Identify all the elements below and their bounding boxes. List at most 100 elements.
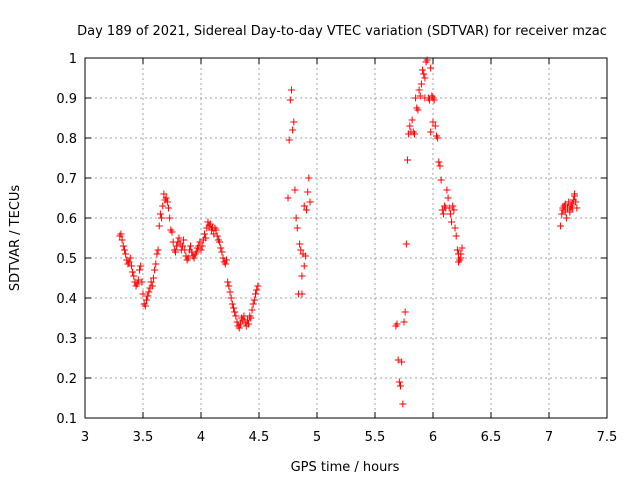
x-tick-label: 7.5 bbox=[597, 430, 618, 445]
data-point bbox=[395, 378, 403, 386]
data-point bbox=[187, 242, 195, 250]
data-point bbox=[298, 290, 306, 298]
data-point bbox=[231, 308, 239, 316]
x-axis-label: GPS time / hours bbox=[291, 460, 400, 475]
data-point bbox=[122, 250, 130, 258]
x-tick-labels: 3 3.5 4 4.5 5 5.5 6 6.5 7 7.5 bbox=[81, 430, 617, 445]
data-point bbox=[224, 278, 232, 286]
data-point bbox=[431, 122, 439, 130]
data-point bbox=[437, 176, 445, 184]
data-point bbox=[559, 204, 567, 212]
y-tick-label: 0.9 bbox=[56, 92, 77, 107]
data-point bbox=[301, 252, 309, 260]
data-point bbox=[434, 134, 442, 142]
x-tick-label: 7 bbox=[545, 430, 553, 445]
data-point bbox=[197, 246, 205, 254]
data-point bbox=[414, 106, 422, 114]
data-point bbox=[291, 186, 299, 194]
y-tick-label: 0.2 bbox=[56, 372, 77, 387]
data-point bbox=[306, 198, 314, 206]
data-point bbox=[419, 66, 427, 74]
data-point bbox=[148, 282, 156, 290]
data-point bbox=[452, 232, 460, 240]
axis-ticks bbox=[84, 57, 608, 419]
data-point bbox=[572, 198, 580, 206]
data-point bbox=[421, 94, 429, 102]
data-point bbox=[285, 136, 293, 144]
data-point bbox=[247, 314, 255, 322]
y-tick-label: 0.5 bbox=[56, 252, 77, 267]
data-point bbox=[455, 258, 463, 266]
data-point bbox=[250, 296, 258, 304]
data-point bbox=[151, 266, 159, 274]
data-point bbox=[118, 236, 126, 244]
data-point bbox=[298, 272, 306, 280]
y-tick-label: 0.8 bbox=[56, 132, 77, 147]
data-point bbox=[138, 278, 146, 286]
data-point bbox=[236, 320, 244, 328]
x-tick-label: 5.5 bbox=[365, 430, 386, 445]
data-point bbox=[141, 302, 149, 310]
data-point bbox=[249, 300, 257, 308]
data-point bbox=[292, 214, 300, 222]
data-point bbox=[450, 206, 458, 214]
data-point bbox=[144, 292, 152, 300]
y-tick-label: 0.4 bbox=[56, 292, 77, 307]
data-point bbox=[235, 324, 243, 332]
data-point bbox=[304, 188, 312, 196]
data-point bbox=[406, 122, 414, 130]
data-point bbox=[166, 214, 174, 222]
data-point bbox=[229, 304, 237, 312]
data-point bbox=[254, 282, 262, 290]
data-point bbox=[429, 118, 437, 126]
y-tick-labels: 0.1 0.2 0.3 0.4 0.5 0.6 0.7 0.8 0.9 1 bbox=[56, 52, 77, 427]
data-point bbox=[180, 236, 188, 244]
data-point bbox=[163, 198, 171, 206]
data-point bbox=[566, 208, 574, 216]
data-points bbox=[116, 56, 581, 408]
data-point bbox=[152, 260, 160, 268]
data-point bbox=[449, 202, 457, 210]
data-point bbox=[147, 278, 155, 286]
data-point bbox=[127, 262, 135, 270]
data-point bbox=[293, 224, 301, 232]
data-point bbox=[190, 254, 198, 262]
y-tick-label: 1 bbox=[69, 52, 77, 67]
data-point bbox=[443, 186, 451, 194]
data-point bbox=[232, 312, 240, 320]
data-point bbox=[300, 202, 308, 210]
data-point bbox=[303, 206, 311, 214]
x-tick-label: 4 bbox=[197, 430, 205, 445]
data-point bbox=[200, 230, 208, 238]
data-point bbox=[245, 320, 253, 328]
data-point bbox=[561, 200, 569, 208]
data-point bbox=[227, 294, 235, 302]
data-point bbox=[568, 204, 576, 212]
data-point bbox=[213, 232, 221, 240]
data-point bbox=[408, 116, 416, 124]
data-point bbox=[444, 194, 452, 202]
data-point bbox=[284, 194, 292, 202]
data-point bbox=[226, 288, 234, 296]
data-point bbox=[126, 254, 134, 262]
data-point bbox=[439, 210, 447, 218]
data-point bbox=[223, 256, 231, 264]
data-point bbox=[155, 222, 163, 230]
data-point bbox=[130, 272, 138, 280]
data-point bbox=[154, 246, 162, 254]
data-point bbox=[162, 194, 170, 202]
data-point bbox=[416, 92, 424, 100]
data-point bbox=[429, 94, 437, 102]
data-point bbox=[415, 86, 423, 94]
data-point bbox=[448, 218, 456, 226]
data-point bbox=[290, 118, 298, 126]
data-point bbox=[171, 248, 179, 256]
data-point bbox=[129, 268, 137, 276]
data-point bbox=[435, 158, 443, 166]
data-point bbox=[192, 248, 200, 256]
data-point bbox=[393, 320, 401, 328]
data-point bbox=[423, 56, 431, 64]
data-point bbox=[149, 274, 157, 282]
data-point bbox=[139, 290, 147, 298]
